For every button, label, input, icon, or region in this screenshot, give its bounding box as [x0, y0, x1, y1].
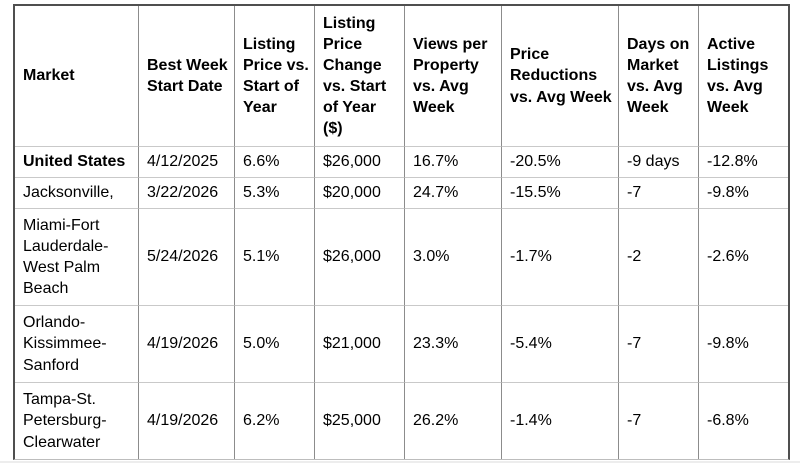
cell-views-per-property: 16.7% [405, 147, 502, 178]
market-metrics-table: Market Best Week Start Date Listing Pric… [13, 4, 790, 460]
cell-days-on-market: -7 [619, 383, 699, 459]
cell-active-listings: -6.8% [699, 383, 788, 459]
table-body: United States 4/12/2025 6.6% $26,000 16.… [15, 147, 788, 459]
cell-listing-price-vs-soy: 5.0% [235, 306, 315, 383]
column-header-active-listings: Active Listings vs. Avg Week [699, 6, 788, 147]
cell-price-reductions: -1.4% [502, 383, 619, 459]
cell-listing-price-change: $26,000 [315, 147, 405, 178]
column-header-market: Market [15, 6, 139, 147]
cell-listing-price-change: $20,000 [315, 178, 405, 209]
cell-views-per-property: 23.3% [405, 306, 502, 383]
page-bottom-edge [0, 461, 800, 463]
cell-market: Jacksonville, [15, 178, 139, 209]
column-header-listing-price-vs-start-of-year: Listing Price vs. Start of Year [235, 6, 315, 147]
cell-market: Orlando-Kissimmee-Sanford [15, 306, 139, 383]
column-header-listing-price-change-vs-start-of-year: Listing Price Change vs. Start of Year (… [315, 6, 405, 147]
cell-active-listings: -12.8% [699, 147, 788, 178]
cell-active-listings: -2.6% [699, 209, 788, 306]
cell-market: Miami-Fort Lauderdale-West Palm Beach [15, 209, 139, 306]
column-header-views-per-property: Views per Property vs. Avg Week [405, 6, 502, 147]
cell-price-reductions: -15.5% [502, 178, 619, 209]
cell-active-listings: -9.8% [699, 178, 788, 209]
cell-listing-price-change: $21,000 [315, 306, 405, 383]
cell-best-week-start-date: 5/24/2026 [139, 209, 235, 306]
column-header-price-reductions: Price Reductions vs. Avg Week [502, 6, 619, 147]
cell-listing-price-change: $25,000 [315, 383, 405, 459]
table-row-miami: Miami-Fort Lauderdale-West Palm Beach 5/… [15, 209, 788, 306]
cell-views-per-property: 3.0% [405, 209, 502, 306]
cell-views-per-property: 24.7% [405, 178, 502, 209]
cell-listing-price-change: $26,000 [315, 209, 405, 306]
cell-price-reductions: -1.7% [502, 209, 619, 306]
cell-days-on-market: -9 days [619, 147, 699, 178]
header-row: Market Best Week Start Date Listing Pric… [15, 6, 788, 147]
cell-days-on-market: -7 [619, 178, 699, 209]
table-header: Market Best Week Start Date Listing Pric… [15, 6, 788, 147]
cell-days-on-market: -7 [619, 306, 699, 383]
cell-active-listings: -9.8% [699, 306, 788, 383]
cell-views-per-property: 26.2% [405, 383, 502, 459]
cell-price-reductions: -5.4% [502, 306, 619, 383]
cell-days-on-market: -2 [619, 209, 699, 306]
cell-price-reductions: -20.5% [502, 147, 619, 178]
cell-market: United States [15, 147, 139, 178]
column-header-days-on-market: Days on Market vs. Avg Week [619, 6, 699, 147]
table-row-united-states: United States 4/12/2025 6.6% $26,000 16.… [15, 147, 788, 178]
column-header-best-week-start-date: Best Week Start Date [139, 6, 235, 147]
cell-best-week-start-date: 4/12/2025 [139, 147, 235, 178]
cell-listing-price-vs-soy: 6.6% [235, 147, 315, 178]
table-row-jacksonville: Jacksonville, 3/22/2026 5.3% $20,000 24.… [15, 178, 788, 209]
cell-listing-price-vs-soy: 6.2% [235, 383, 315, 459]
cell-listing-price-vs-soy: 5.1% [235, 209, 315, 306]
cell-best-week-start-date: 4/19/2026 [139, 306, 235, 383]
cell-listing-price-vs-soy: 5.3% [235, 178, 315, 209]
cell-best-week-start-date: 3/22/2026 [139, 178, 235, 209]
cell-market: Tampa-St. Petersburg-Clearwater [15, 383, 139, 459]
table-row-tampa: Tampa-St. Petersburg-Clearwater 4/19/202… [15, 383, 788, 459]
table-row-orlando: Orlando-Kissimmee-Sanford 4/19/2026 5.0%… [15, 306, 788, 383]
cell-best-week-start-date: 4/19/2026 [139, 383, 235, 459]
